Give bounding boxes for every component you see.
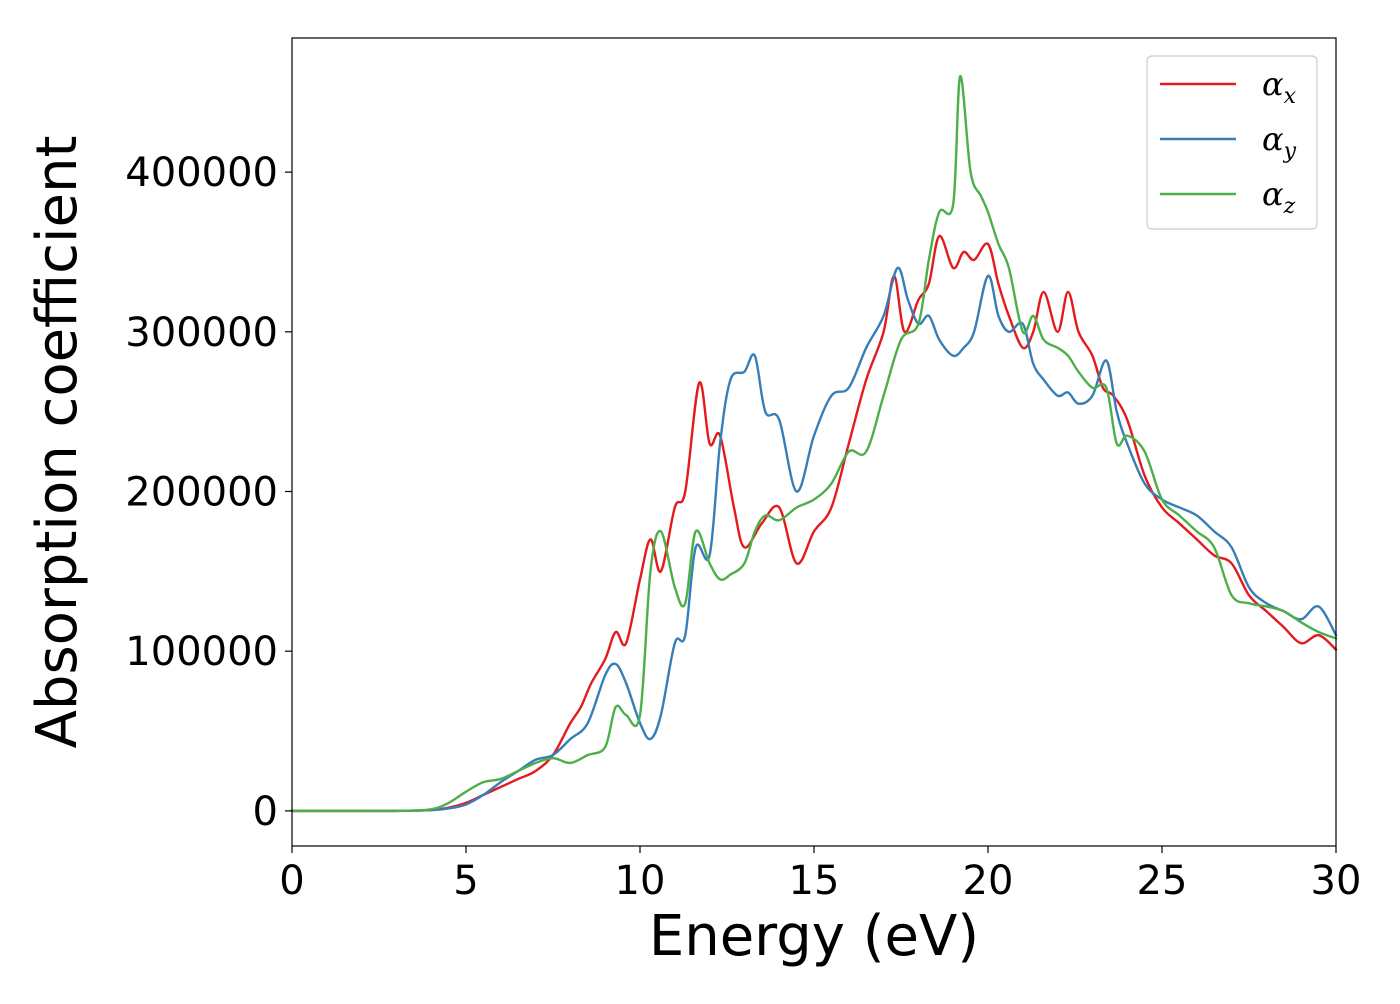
x-tick-label: 10 [615, 858, 666, 904]
x-axis-title: Energy (eV) [649, 904, 979, 969]
y-axis-ticks: 0 100000 200000 300000 400000 [125, 150, 292, 835]
x-axis-ticks: 0 5 10 15 20 25 30 [279, 846, 1361, 904]
x-tick-label: 15 [789, 858, 840, 904]
y-axis-title: Absorption coefficient [25, 136, 90, 749]
series-line-x [290, 234, 1338, 813]
y-tick-label: 200000 [125, 470, 278, 516]
series-line-z [290, 75, 1338, 813]
y-tick-label: 100000 [125, 629, 278, 675]
x-tick-label: 0 [279, 858, 304, 904]
x-tick-label: 25 [1137, 858, 1188, 904]
legend-box [1146, 55, 1318, 230]
y-tick-label: 400000 [125, 150, 278, 196]
y-tick-label: 0 [253, 789, 278, 835]
x-tick-label: 20 [963, 858, 1014, 904]
y-tick-label: 300000 [125, 310, 278, 356]
legend-label-x: αx [1262, 65, 1297, 109]
x-tick-label: 5 [453, 858, 478, 904]
series-line-y [290, 266, 1338, 813]
x-tick-label: 30 [1311, 858, 1362, 904]
series-layer [290, 75, 1338, 813]
